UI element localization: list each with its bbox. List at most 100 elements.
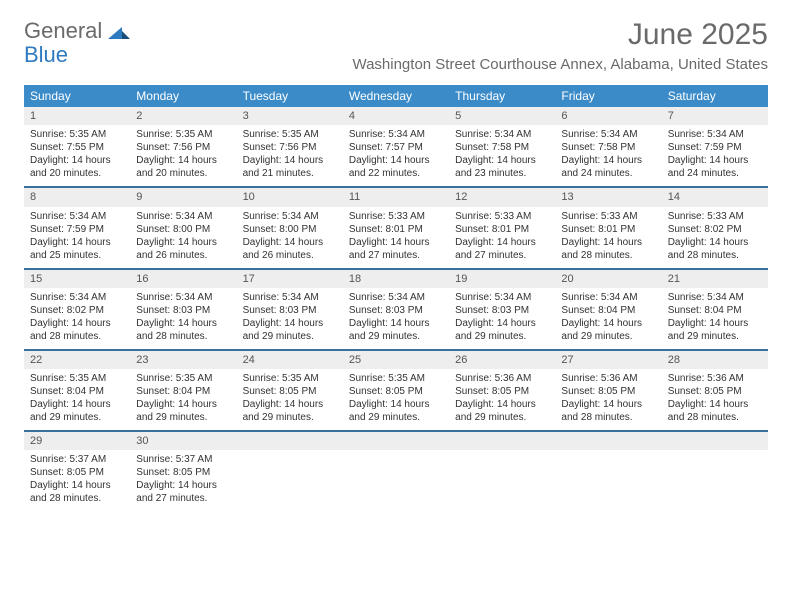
- dayhead-fri: Friday: [555, 85, 661, 107]
- sunset-text: Sunset: 8:05 PM: [349, 385, 443, 398]
- logo-word2: Blue: [24, 42, 68, 68]
- daylight-text: Daylight: 14 hours and 26 minutes.: [243, 236, 337, 262]
- dayhead-wed: Wednesday: [343, 85, 449, 107]
- day-body: Sunrise: 5:35 AMSunset: 7:55 PMDaylight:…: [24, 125, 130, 186]
- sunrise-text: Sunrise: 5:35 AM: [136, 372, 230, 385]
- day-number: 5: [449, 107, 555, 125]
- day-number: 29: [24, 432, 130, 450]
- day-cell: 26Sunrise: 5:36 AMSunset: 8:05 PMDayligh…: [449, 351, 555, 430]
- week-row: 29Sunrise: 5:37 AMSunset: 8:05 PMDayligh…: [24, 432, 768, 511]
- sunset-text: Sunset: 7:56 PM: [136, 141, 230, 154]
- day-number: 30: [130, 432, 236, 450]
- sunset-text: Sunset: 8:03 PM: [136, 304, 230, 317]
- day-number: 6: [555, 107, 661, 125]
- sunset-text: Sunset: 8:00 PM: [243, 223, 337, 236]
- sunset-text: Sunset: 8:01 PM: [349, 223, 443, 236]
- day-cell: [662, 432, 768, 511]
- day-cell: 28Sunrise: 5:36 AMSunset: 8:05 PMDayligh…: [662, 351, 768, 430]
- day-number: [555, 432, 661, 450]
- day-number: 4: [343, 107, 449, 125]
- day-number: 17: [237, 270, 343, 288]
- day-cell: 11Sunrise: 5:33 AMSunset: 8:01 PMDayligh…: [343, 188, 449, 267]
- daylight-text: Daylight: 14 hours and 29 minutes.: [243, 398, 337, 424]
- day-body: Sunrise: 5:34 AMSunset: 8:03 PMDaylight:…: [130, 288, 236, 349]
- sunrise-text: Sunrise: 5:36 AM: [561, 372, 655, 385]
- day-body: Sunrise: 5:35 AMSunset: 7:56 PMDaylight:…: [237, 125, 343, 186]
- day-number: 27: [555, 351, 661, 369]
- day-cell: 23Sunrise: 5:35 AMSunset: 8:04 PMDayligh…: [130, 351, 236, 430]
- daylight-text: Daylight: 14 hours and 29 minutes.: [668, 317, 762, 343]
- day-body: Sunrise: 5:34 AMSunset: 8:00 PMDaylight:…: [237, 207, 343, 268]
- day-number: [237, 432, 343, 450]
- sunrise-text: Sunrise: 5:34 AM: [30, 210, 124, 223]
- day-cell: 15Sunrise: 5:34 AMSunset: 8:02 PMDayligh…: [24, 270, 130, 349]
- sunrise-text: Sunrise: 5:36 AM: [668, 372, 762, 385]
- sunrise-text: Sunrise: 5:34 AM: [349, 291, 443, 304]
- sunrise-text: Sunrise: 5:34 AM: [561, 128, 655, 141]
- day-body: Sunrise: 5:37 AMSunset: 8:05 PMDaylight:…: [130, 450, 236, 511]
- day-cell: 27Sunrise: 5:36 AMSunset: 8:05 PMDayligh…: [555, 351, 661, 430]
- sunrise-text: Sunrise: 5:37 AM: [136, 453, 230, 466]
- logo-word1: General: [24, 18, 102, 44]
- day-body: Sunrise: 5:36 AMSunset: 8:05 PMDaylight:…: [662, 369, 768, 430]
- day-cell: 25Sunrise: 5:35 AMSunset: 8:05 PMDayligh…: [343, 351, 449, 430]
- sunset-text: Sunset: 8:05 PM: [455, 385, 549, 398]
- day-body: Sunrise: 5:34 AMSunset: 7:59 PMDaylight:…: [24, 207, 130, 268]
- sunset-text: Sunset: 8:05 PM: [136, 466, 230, 479]
- day-number: 28: [662, 351, 768, 369]
- day-number: 18: [343, 270, 449, 288]
- day-number: 24: [237, 351, 343, 369]
- sunrise-text: Sunrise: 5:35 AM: [243, 128, 337, 141]
- day-number: 19: [449, 270, 555, 288]
- sunset-text: Sunset: 8:03 PM: [455, 304, 549, 317]
- sunset-text: Sunset: 8:04 PM: [136, 385, 230, 398]
- day-body: Sunrise: 5:33 AMSunset: 8:02 PMDaylight:…: [662, 207, 768, 268]
- sunrise-text: Sunrise: 5:37 AM: [30, 453, 124, 466]
- sunset-text: Sunset: 8:05 PM: [243, 385, 337, 398]
- day-number: [343, 432, 449, 450]
- daylight-text: Daylight: 14 hours and 21 minutes.: [243, 154, 337, 180]
- day-body: Sunrise: 5:33 AMSunset: 8:01 PMDaylight:…: [555, 207, 661, 268]
- day-cell: [343, 432, 449, 511]
- logo-triangle-icon: [108, 23, 130, 39]
- day-body: [449, 450, 555, 508]
- day-body: Sunrise: 5:36 AMSunset: 8:05 PMDaylight:…: [555, 369, 661, 430]
- day-number: 25: [343, 351, 449, 369]
- day-cell: 2Sunrise: 5:35 AMSunset: 7:56 PMDaylight…: [130, 107, 236, 186]
- day-number: 2: [130, 107, 236, 125]
- day-cell: 17Sunrise: 5:34 AMSunset: 8:03 PMDayligh…: [237, 270, 343, 349]
- sunset-text: Sunset: 7:56 PM: [243, 141, 337, 154]
- day-cell: 13Sunrise: 5:33 AMSunset: 8:01 PMDayligh…: [555, 188, 661, 267]
- daylight-text: Daylight: 14 hours and 28 minutes.: [561, 398, 655, 424]
- sunset-text: Sunset: 7:59 PM: [30, 223, 124, 236]
- day-body: Sunrise: 5:35 AMSunset: 7:56 PMDaylight:…: [130, 125, 236, 186]
- daylight-text: Daylight: 14 hours and 27 minutes.: [349, 236, 443, 262]
- day-body: Sunrise: 5:34 AMSunset: 8:04 PMDaylight:…: [555, 288, 661, 349]
- daylight-text: Daylight: 14 hours and 29 minutes.: [349, 317, 443, 343]
- daylight-text: Daylight: 14 hours and 24 minutes.: [561, 154, 655, 180]
- sunset-text: Sunset: 8:01 PM: [455, 223, 549, 236]
- day-number: 7: [662, 107, 768, 125]
- day-body: [662, 450, 768, 508]
- daylight-text: Daylight: 14 hours and 26 minutes.: [136, 236, 230, 262]
- day-number: 10: [237, 188, 343, 206]
- sunrise-text: Sunrise: 5:33 AM: [455, 210, 549, 223]
- sunrise-text: Sunrise: 5:34 AM: [243, 291, 337, 304]
- calendar-grid: Sunday Monday Tuesday Wednesday Thursday…: [24, 85, 768, 511]
- day-body: Sunrise: 5:34 AMSunset: 8:03 PMDaylight:…: [449, 288, 555, 349]
- sunrise-text: Sunrise: 5:35 AM: [136, 128, 230, 141]
- day-cell: 29Sunrise: 5:37 AMSunset: 8:05 PMDayligh…: [24, 432, 130, 511]
- day-cell: 14Sunrise: 5:33 AMSunset: 8:02 PMDayligh…: [662, 188, 768, 267]
- day-cell: 1Sunrise: 5:35 AMSunset: 7:55 PMDaylight…: [24, 107, 130, 186]
- day-cell: 5Sunrise: 5:34 AMSunset: 7:58 PMDaylight…: [449, 107, 555, 186]
- week-row: 22Sunrise: 5:35 AMSunset: 8:04 PMDayligh…: [24, 351, 768, 432]
- daylight-text: Daylight: 14 hours and 23 minutes.: [455, 154, 549, 180]
- week-row: 8Sunrise: 5:34 AMSunset: 7:59 PMDaylight…: [24, 188, 768, 269]
- sunrise-text: Sunrise: 5:34 AM: [561, 291, 655, 304]
- day-cell: 22Sunrise: 5:35 AMSunset: 8:04 PMDayligh…: [24, 351, 130, 430]
- day-number: 12: [449, 188, 555, 206]
- day-number: 13: [555, 188, 661, 206]
- sunset-text: Sunset: 8:04 PM: [668, 304, 762, 317]
- daylight-text: Daylight: 14 hours and 24 minutes.: [668, 154, 762, 180]
- day-body: Sunrise: 5:34 AMSunset: 8:00 PMDaylight:…: [130, 207, 236, 268]
